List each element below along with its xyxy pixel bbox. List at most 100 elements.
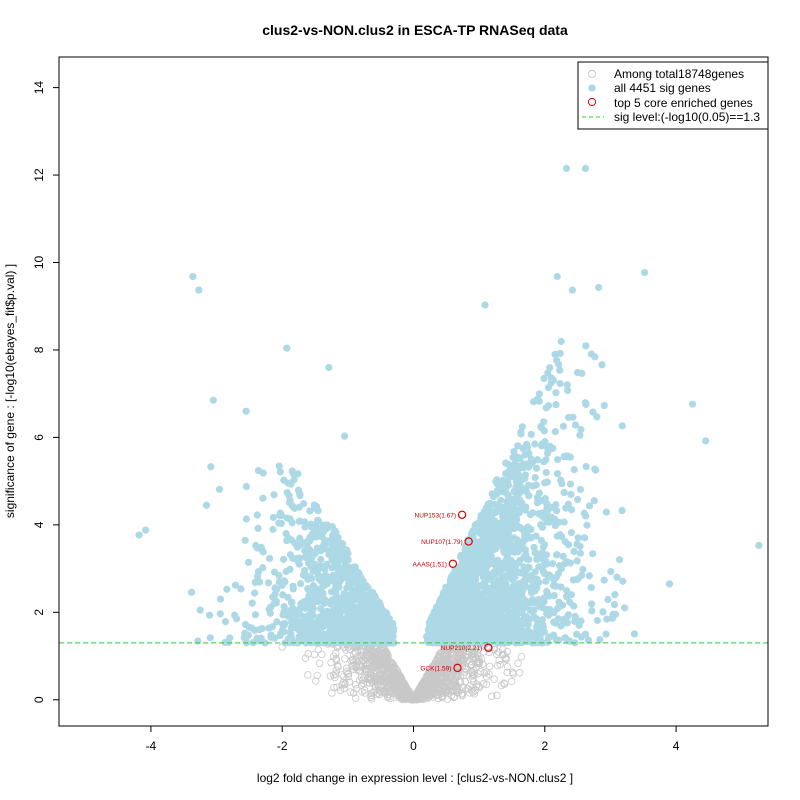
sig-point	[589, 408, 597, 416]
sig-point	[280, 555, 288, 563]
nonsig-point	[362, 653, 370, 662]
sig-point	[309, 581, 317, 590]
sig-point	[480, 541, 488, 549]
sig-point	[460, 565, 468, 573]
sig-point	[589, 550, 597, 558]
sig-point	[223, 585, 231, 593]
nonsig-point	[301, 654, 310, 662]
sig-point	[271, 590, 279, 598]
nonsig-point	[443, 670, 452, 679]
sig-point	[588, 607, 596, 615]
sig-point	[618, 422, 626, 430]
sig-point	[476, 618, 484, 626]
sig-point	[573, 540, 581, 548]
sig-point	[286, 628, 294, 636]
nonsig-point	[361, 689, 369, 697]
sig-point	[478, 633, 486, 641]
sig-point	[340, 547, 348, 555]
nonsig-point	[517, 653, 526, 661]
sig-point	[567, 490, 575, 498]
sig-point	[576, 485, 585, 494]
nonsig-point	[436, 678, 444, 687]
sig-point	[556, 366, 564, 374]
sig-point	[471, 591, 479, 600]
nonsig-point	[462, 665, 470, 673]
nonsig-point	[340, 684, 348, 692]
sig-point	[360, 598, 368, 607]
sig-point	[508, 504, 516, 512]
sig-point	[485, 612, 494, 620]
nonsig-point	[475, 659, 483, 668]
sig-point	[512, 629, 520, 638]
sig-point	[202, 501, 211, 509]
nonsig-point	[332, 649, 340, 657]
sig-point	[527, 599, 535, 607]
sig-point	[573, 368, 582, 377]
nonsig-point	[349, 689, 358, 697]
sig-point	[537, 521, 545, 529]
sig-point	[269, 525, 277, 533]
sig-point	[252, 541, 260, 550]
sig-point	[375, 634, 383, 642]
sig-point	[445, 612, 453, 621]
nonsig-point	[507, 677, 516, 686]
sig-point	[288, 519, 296, 527]
sig-point	[564, 541, 573, 549]
sig-point	[317, 555, 325, 563]
sig-point	[583, 521, 591, 529]
nonsig-point	[362, 648, 370, 657]
sig-point	[318, 574, 326, 582]
sig-point	[383, 632, 391, 640]
nonsig-point	[419, 695, 428, 703]
nonsig-point	[341, 680, 349, 689]
sig-point	[336, 626, 344, 634]
nonsig-point	[470, 690, 478, 698]
sig-point	[613, 573, 621, 581]
sig-point	[560, 518, 568, 526]
sig-point	[506, 525, 514, 533]
nonsig-point	[422, 677, 430, 685]
sig-point	[499, 476, 507, 484]
nonsig-point	[357, 681, 366, 689]
sig-point	[254, 524, 262, 532]
sig-point	[293, 554, 301, 563]
nonsig-point	[310, 650, 319, 659]
sig-point	[503, 498, 512, 507]
sig-point	[337, 565, 345, 574]
nonsig-point	[336, 686, 345, 695]
sig-point	[532, 464, 541, 472]
sig-point	[327, 588, 336, 596]
nonsig-point	[485, 670, 493, 678]
sig-point	[331, 549, 339, 557]
nonsig-point	[451, 662, 460, 670]
nonsig-point	[436, 674, 445, 682]
nonsig-point	[463, 647, 471, 655]
sig-point	[309, 560, 317, 568]
nonsig-point	[340, 672, 348, 681]
sig-point	[542, 456, 550, 464]
sig-point	[364, 615, 372, 623]
sig-point	[426, 637, 434, 645]
sig-point	[531, 440, 539, 448]
sig-point	[330, 574, 338, 582]
sig-point	[531, 549, 539, 557]
sig-point	[241, 620, 250, 629]
sig-point	[602, 630, 610, 638]
sig-point	[562, 504, 570, 512]
sig-point	[553, 456, 562, 464]
sig-point	[341, 606, 349, 614]
nonsig-point	[434, 654, 442, 662]
nonsig-point	[450, 693, 458, 702]
nonsig-point	[377, 660, 386, 669]
sig-point	[289, 470, 298, 478]
sig-point	[491, 592, 500, 601]
sig-point	[538, 440, 546, 448]
nonsig-point	[401, 681, 409, 689]
nonsig-point	[372, 683, 380, 691]
sig-point	[556, 531, 564, 539]
sig-point	[602, 508, 610, 516]
sig-point	[585, 572, 593, 580]
sig-point	[313, 597, 321, 605]
sig-point	[600, 576, 608, 584]
nonsig-point	[377, 671, 386, 679]
